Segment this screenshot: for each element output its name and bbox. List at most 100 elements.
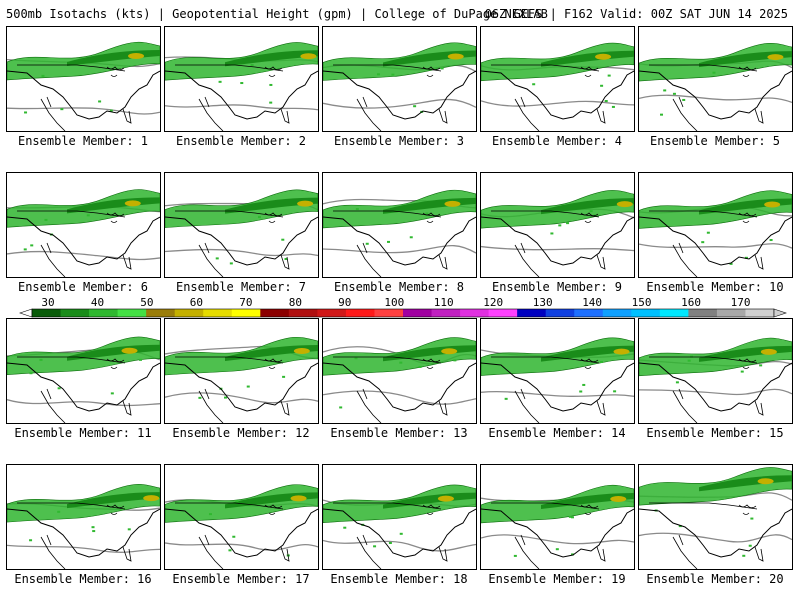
florida-outline — [754, 254, 764, 270]
ensemble-member-map — [638, 318, 793, 424]
isotach-speckle — [138, 358, 142, 361]
height-contour — [165, 542, 318, 551]
colorbar-swatch — [631, 309, 661, 317]
jet-max — [767, 54, 784, 61]
mexico-coast — [672, 242, 698, 277]
isotach-speckle — [729, 262, 733, 265]
isotach-speckle — [250, 64, 254, 67]
colorbar-swatch — [288, 309, 318, 317]
great-lakes — [580, 66, 599, 77]
isotach-speckle — [675, 381, 679, 384]
great-lakes — [264, 504, 283, 515]
mexico-coast — [672, 388, 698, 423]
isotach-speckle — [355, 208, 359, 211]
jet-max — [613, 348, 630, 355]
isotach-speckle — [224, 396, 228, 399]
jet-core — [699, 51, 792, 68]
florida-outline — [596, 108, 606, 124]
isotach-colorbar: 30 40 50 60 70 80 90 100 110 120 130 140 150 160 170 — [18, 297, 788, 319]
isotach-speckle — [235, 500, 239, 503]
jet-max — [290, 495, 307, 502]
height-contour — [7, 544, 160, 553]
member-caption: Ensemble Member: 16 — [14, 572, 152, 586]
us-canada-border — [649, 502, 758, 510]
ensemble-member-map — [164, 464, 319, 570]
isotach-speckle — [604, 99, 608, 102]
isotach-speckle — [208, 513, 212, 516]
us-canada-border — [333, 210, 442, 218]
height-contour — [639, 243, 792, 249]
mexico-coast — [198, 388, 224, 423]
isotach-speckle — [599, 361, 603, 364]
colorbar-graphic: 30 40 50 60 70 80 90 100 110 120 130 140 150 160 170 — [19, 297, 787, 318]
member-map-graphic — [323, 484, 476, 569]
member-caption: Ensemble Member: 3 — [333, 134, 465, 148]
height-contour — [323, 244, 476, 254]
ensemble-member-map — [322, 26, 477, 132]
jet-max — [447, 53, 464, 60]
isotach-speckle — [740, 370, 744, 373]
member-map-graphic — [481, 42, 634, 131]
mexico-coast — [356, 242, 382, 277]
ensemble-member-map — [164, 26, 319, 132]
isotach-speckle — [742, 554, 746, 557]
coastline — [639, 70, 792, 120]
isotach-speckle — [744, 256, 748, 259]
height-contour — [323, 539, 476, 552]
isotach-speckle — [399, 361, 403, 364]
mexico-coast — [198, 96, 224, 131]
jet-core — [225, 345, 318, 362]
coastline — [323, 362, 476, 412]
isotach-speckle — [269, 83, 273, 86]
member-map-graphic — [639, 337, 792, 423]
height-contour — [165, 104, 318, 111]
isotach-speckle — [60, 108, 64, 111]
colorbar-swatch — [231, 309, 261, 317]
isotach-speckle — [109, 109, 113, 112]
great-lakes — [422, 504, 441, 515]
florida-outline — [280, 108, 290, 124]
great-lakes — [106, 504, 125, 515]
ensemble-member-map — [638, 172, 793, 278]
jet-max — [293, 348, 310, 355]
member-caption: Ensemble Member: 7 — [175, 280, 307, 294]
isotach-speckle — [513, 554, 517, 557]
coastline — [481, 362, 634, 412]
isotach-speckle — [23, 248, 27, 251]
jet-max — [437, 495, 454, 502]
isotach-speckle — [92, 530, 96, 533]
isotach-speckle — [759, 364, 763, 367]
ensemble-member-map — [638, 26, 793, 132]
colorbar-tick-label: 40 — [91, 297, 104, 309]
great-lakes — [264, 358, 283, 369]
colorbar-tick-label: 160 — [681, 297, 701, 309]
coastline — [323, 70, 476, 120]
us-canada-border — [649, 356, 758, 364]
florida-outline — [438, 254, 448, 270]
us-canada-border — [333, 64, 442, 72]
jet-core — [541, 492, 634, 509]
isotach-speckle — [701, 241, 705, 244]
colorbar-tick-label: 150 — [632, 297, 652, 309]
great-lakes — [580, 358, 599, 369]
mexico-coast — [356, 388, 382, 423]
colorbar-swatch — [431, 309, 461, 317]
height-contour — [481, 100, 634, 107]
jet-max — [297, 200, 314, 207]
florida-outline — [122, 546, 132, 562]
isotach-speckle — [613, 390, 617, 393]
coastline — [639, 216, 792, 266]
isotach-speckle — [388, 541, 392, 544]
coastline — [481, 508, 634, 558]
us-canada-border — [17, 64, 126, 72]
height-contour — [165, 392, 318, 404]
great-lakes — [264, 212, 283, 223]
isotach-speckle — [229, 262, 233, 265]
great-lakes — [738, 66, 757, 77]
mexico-coast — [40, 388, 66, 423]
mexico-coast — [356, 534, 382, 569]
isotach-speckle — [418, 365, 422, 368]
isotach-speckle — [41, 74, 45, 77]
jet-max — [128, 52, 145, 59]
great-lakes — [738, 358, 757, 369]
